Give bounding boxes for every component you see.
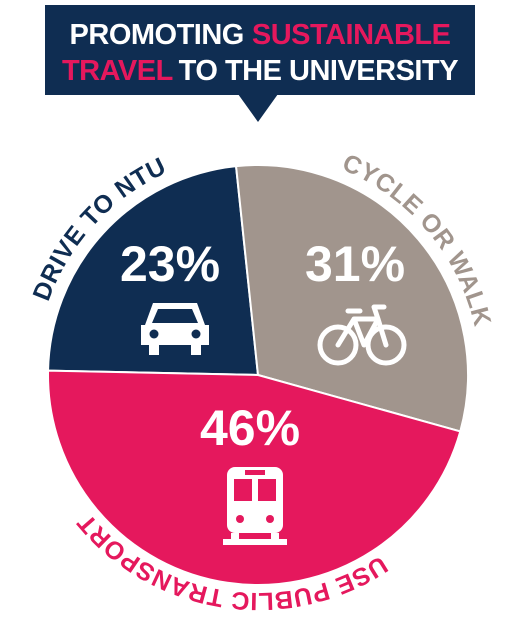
value-label: 23% — [120, 236, 220, 292]
car-icon — [141, 303, 209, 355]
title-banner — [45, 5, 475, 122]
value-label: 31% — [305, 236, 405, 292]
title-part: TO THE UNIVERSITY — [179, 55, 459, 87]
pie-slice — [234, 164, 469, 433]
title-pointer — [238, 94, 278, 122]
icons — [141, 303, 407, 545]
title-part: TRAVEL — [62, 55, 173, 87]
title-line: PROMOTING SUSTAINABLE — [70, 19, 451, 51]
title-box — [45, 5, 475, 95]
train-icon — [223, 467, 287, 545]
bike-icon — [317, 304, 407, 366]
title-part: SUSTAINABLE — [252, 19, 451, 51]
title-line: TRAVEL TO THE UNIVERSITY — [62, 55, 458, 87]
title-part: PROMOTING — [70, 19, 244, 51]
chart-title: PROMOTING SUSTAINABLE TRAVEL TO THE UNIVERS… — [62, 19, 459, 87]
value-label: 46% — [200, 400, 300, 456]
pie-slice — [47, 165, 260, 377]
